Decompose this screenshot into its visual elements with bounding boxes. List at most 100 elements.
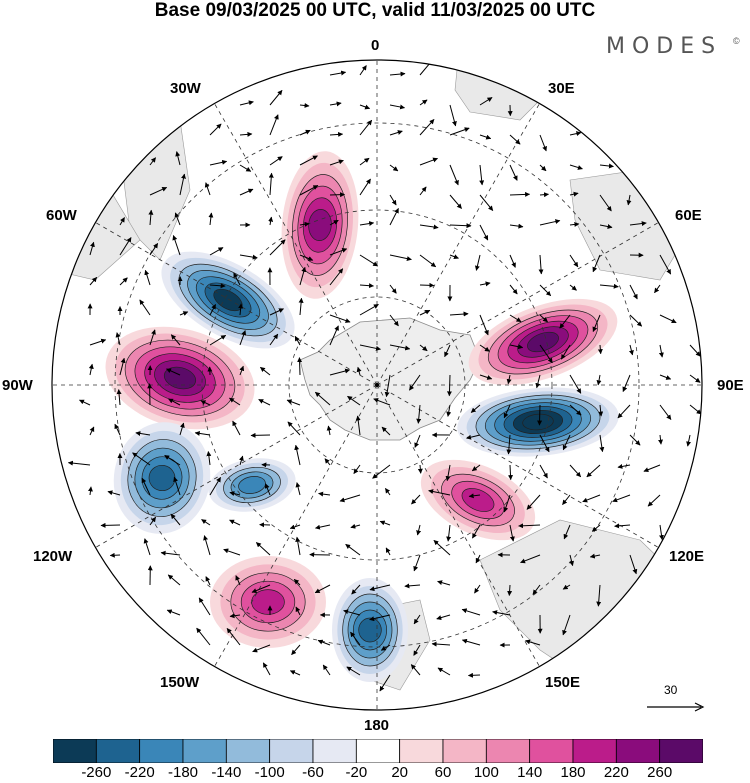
meridian-line: [214, 384, 378, 667]
wind-vector: [239, 164, 252, 172]
wind-vector: [647, 494, 661, 507]
wind-vector: [466, 434, 481, 440]
colorbar-swatch: [615, 739, 661, 763]
graticule: [52, 60, 702, 710]
wind-vector: [389, 71, 406, 77]
wind-vector: [329, 248, 348, 256]
wind-vector: [379, 674, 391, 692]
wind-vector: [359, 119, 373, 136]
wind-vector: [89, 338, 107, 346]
colorbar-swatch: [53, 739, 97, 763]
longitude-label-60e: 60E: [675, 207, 702, 224]
wind-vector: [89, 426, 95, 436]
wind-vector: [479, 194, 494, 211]
wind-vector: [479, 281, 491, 287]
wind-vector: [299, 266, 307, 286]
wind-vector: [329, 314, 351, 323]
wind-vector: [582, 494, 601, 503]
wind-vector: [479, 97, 493, 106]
wind-vector: [355, 415, 361, 436]
wind-vector: [509, 191, 531, 197]
wind-vector: [445, 464, 451, 482]
wind-vector: [372, 464, 391, 479]
wind-vector: [88, 363, 94, 376]
wind-vector: [208, 212, 214, 226]
wind-vector: [461, 608, 481, 616]
wind-vector: [346, 666, 361, 676]
wind-vector: [410, 664, 421, 676]
wind-vector: [116, 389, 122, 406]
wind-vector: [569, 284, 577, 291]
wind-vector: [149, 329, 156, 346]
wind-vector: [223, 548, 241, 556]
wind-vector: [329, 325, 339, 346]
wind-vector: [446, 524, 452, 542]
wind-vector: [419, 157, 439, 166]
wind-vector: [258, 399, 271, 406]
wind-vector: [119, 277, 128, 286]
wind-vector: [659, 404, 672, 420]
wind-vector: [479, 314, 489, 336]
wind-vector: [167, 574, 181, 586]
meridian-line: [214, 103, 378, 386]
wind-vector: [238, 303, 244, 316]
wind-vector: [538, 254, 544, 275]
wind-vector: [255, 542, 271, 556]
wind-vector: [148, 209, 154, 226]
wind-vector: [179, 311, 189, 316]
wind-vector: [654, 284, 661, 294]
wind-vector: [563, 524, 571, 540]
colorbar-tick-label: -20: [345, 764, 368, 781]
wind-vector: [658, 434, 664, 445]
wind-vector: [468, 493, 481, 499]
wind-vector: [252, 644, 271, 653]
wind-vector: [204, 182, 211, 196]
wind-vector: [591, 524, 601, 532]
wind-vector: [315, 524, 331, 530]
wind-vector: [299, 155, 318, 166]
wind-vector: [689, 404, 702, 415]
wind-vector: [436, 614, 451, 621]
wind-vector: [119, 237, 132, 256]
wind-vector: [449, 104, 457, 127]
wind-vector: [339, 494, 361, 503]
wind-vector: [617, 463, 631, 469]
wind-vector: [326, 425, 332, 436]
wind-vector: [518, 523, 541, 529]
wind-vector: [599, 283, 619, 289]
wind-vector: [175, 151, 181, 166]
center-70e-positive: [468, 298, 618, 386]
wind-vector: [596, 584, 602, 607]
colorbar-swatch: [442, 739, 487, 763]
anomaly-contour: [358, 617, 382, 643]
wind-vector: [350, 523, 361, 529]
colorbar-swatch: [95, 739, 141, 763]
vector-scale-arrow: [647, 702, 705, 712]
wind-vector: [416, 524, 422, 536]
wind-vector: [269, 114, 279, 136]
wind-vector: [269, 333, 279, 346]
wind-vector: [479, 374, 493, 380]
wind-vector: [369, 584, 391, 592]
wind-vector: [359, 157, 370, 166]
longitude-label-150e: 150E: [545, 674, 581, 691]
longitude-label-30w: 30W: [170, 80, 201, 97]
colorbar-swatch: [269, 739, 314, 763]
wind-vector: [433, 539, 451, 556]
wind-vector: [449, 311, 469, 317]
wind-vector: [144, 269, 151, 286]
wind-vector: [205, 576, 211, 586]
wind-vector: [629, 554, 638, 575]
wind-vector: [356, 366, 362, 376]
wind-vector: [509, 314, 522, 323]
longitude-label-90w: 90W: [2, 377, 33, 394]
wind-vector: [226, 628, 241, 646]
colorbar-tick-label: -260: [81, 764, 112, 781]
wind-vector: [569, 254, 579, 268]
wind-vector: [385, 547, 391, 556]
wind-vector: [419, 309, 431, 316]
wind-vector: [479, 344, 490, 352]
wind-vector: [599, 163, 614, 169]
colorbar-tick-label: 180: [560, 764, 586, 781]
wind-vector: [299, 185, 319, 196]
